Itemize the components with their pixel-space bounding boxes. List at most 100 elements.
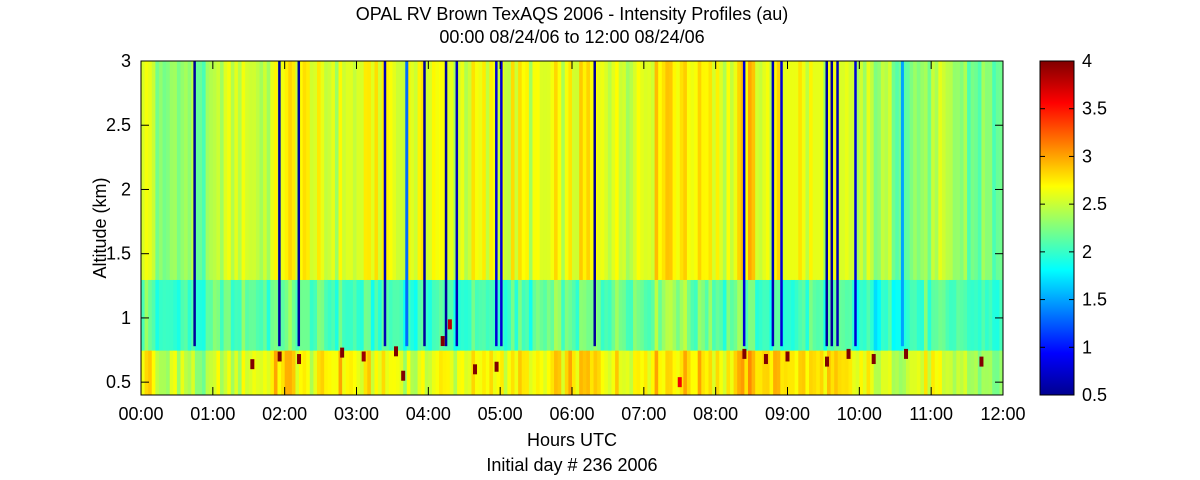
heatmap-cell	[564, 279, 570, 351]
heatmap-cell	[579, 279, 584, 351]
heatmap-cell	[834, 350, 839, 395]
heatmap-cell	[464, 279, 469, 351]
heatmap-cell	[457, 61, 462, 280]
heatmap-cell	[288, 61, 293, 280]
heatmap-cell	[202, 279, 207, 351]
x-tick-label: 12:00	[980, 404, 1025, 424]
heatmap-cell	[909, 279, 914, 351]
heatmap-cell	[266, 350, 271, 395]
heatmap-cell	[223, 279, 228, 351]
heatmap-cell	[518, 350, 523, 395]
heatmap-cell	[769, 350, 774, 395]
heatmap-cell	[992, 279, 997, 351]
heatmap-cell	[615, 61, 620, 280]
heatmap-cell	[923, 279, 929, 351]
heatmap-cell	[683, 350, 688, 395]
heatmap-cell	[715, 279, 720, 351]
heatmap-cell	[141, 350, 146, 395]
heatmap-cell	[629, 61, 634, 280]
heatmap-cell	[927, 279, 932, 351]
heatmap-cell	[413, 350, 419, 395]
heatmap-cell	[370, 350, 376, 395]
heatmap-cell	[647, 279, 652, 351]
high-intensity-spot	[846, 348, 851, 359]
heatmap-cell	[187, 279, 192, 351]
heatmap-cell	[316, 279, 322, 351]
heatmap-cell	[801, 279, 807, 351]
heatmap-cell	[449, 350, 455, 395]
heatmap-cell	[536, 279, 541, 351]
high-intensity-spot	[277, 351, 282, 362]
heatmap-cell	[575, 279, 580, 351]
heatmap-cell	[593, 350, 598, 395]
heatmap-cell	[184, 350, 189, 395]
heatmap-cell	[521, 350, 526, 395]
heatmap-cell	[945, 61, 950, 280]
heatmap-cell	[349, 350, 354, 395]
heatmap-cell	[352, 350, 358, 395]
y-tick-label: 3	[121, 51, 131, 71]
heatmap-cell	[313, 61, 318, 280]
heatmap-cell	[403, 350, 408, 395]
x-tick-label: 04:00	[406, 404, 451, 424]
heatmap-cell	[561, 350, 566, 395]
heatmap-cell	[439, 350, 444, 395]
heatmap-cell	[428, 61, 433, 280]
heatmap-cell	[162, 279, 167, 351]
heatmap-cell	[744, 279, 749, 351]
heatmap-cell	[370, 61, 376, 280]
heatmap-cell	[212, 61, 218, 280]
heatmap-cell	[187, 61, 192, 280]
heatmap-cell	[169, 350, 174, 395]
y-tick-label: 1	[121, 308, 131, 328]
heatmap-cell	[859, 61, 864, 280]
heatmap-cell	[227, 61, 232, 280]
heatmap-cell	[367, 350, 372, 395]
heatmap-cell	[514, 279, 519, 351]
low-signal-profile	[836, 61, 839, 347]
heatmap-cell	[439, 279, 444, 351]
heatmap-cell	[482, 350, 487, 395]
heatmap-cell	[597, 61, 602, 280]
heatmap-cell	[941, 61, 947, 280]
heatmap-cell	[988, 350, 993, 395]
heatmap-cell	[676, 279, 681, 351]
heatmap-cell	[697, 279, 702, 351]
heatmap-cell	[920, 350, 925, 395]
heatmap-cell	[148, 350, 153, 395]
heatmap-cell	[263, 279, 268, 351]
heatmap-cell	[945, 279, 950, 351]
heatmap-cell	[589, 61, 595, 280]
heatmap-cell	[500, 350, 505, 395]
heatmap-cell	[227, 279, 232, 351]
heatmap-cell	[697, 61, 702, 280]
heatmap-cell	[891, 61, 896, 280]
heatmap-cell	[712, 61, 717, 280]
heatmap-cell	[586, 279, 591, 351]
heatmap-cell	[956, 350, 961, 395]
heatmap-cell	[478, 279, 483, 351]
heatmap-cell	[981, 61, 986, 280]
low-signal-profile	[780, 61, 783, 347]
heatmap-cell	[633, 279, 638, 351]
heatmap-cell	[316, 350, 322, 395]
heatmap-cell	[916, 279, 921, 351]
heatmap-cell	[661, 279, 666, 351]
heatmap-cell	[597, 279, 602, 351]
heatmap-cell	[263, 61, 268, 280]
heatmap-cell	[956, 279, 961, 351]
heatmap-cell	[428, 350, 433, 395]
heatmap-cell	[877, 279, 882, 351]
heatmap-cell	[575, 350, 580, 395]
x-tick-label: 01:00	[190, 404, 235, 424]
heatmap-cell	[927, 61, 932, 280]
heatmap-cell	[715, 61, 720, 280]
heatmap-cell	[661, 350, 666, 395]
heatmap-cell	[855, 61, 860, 280]
heatmap-cell	[255, 350, 261, 395]
heatmap-cell	[686, 61, 692, 280]
heatmap-cell	[230, 350, 235, 395]
heatmap-cell	[625, 350, 631, 395]
heatmap-cell	[733, 61, 738, 280]
